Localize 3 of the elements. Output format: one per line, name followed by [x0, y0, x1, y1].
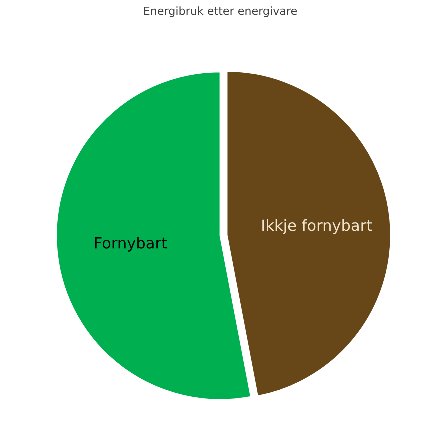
chart-title: Energibruk etter energivare [144, 6, 298, 18]
slice-label: Fornybart [95, 237, 168, 252]
slice-label: Ikkje fornybart [262, 219, 372, 234]
